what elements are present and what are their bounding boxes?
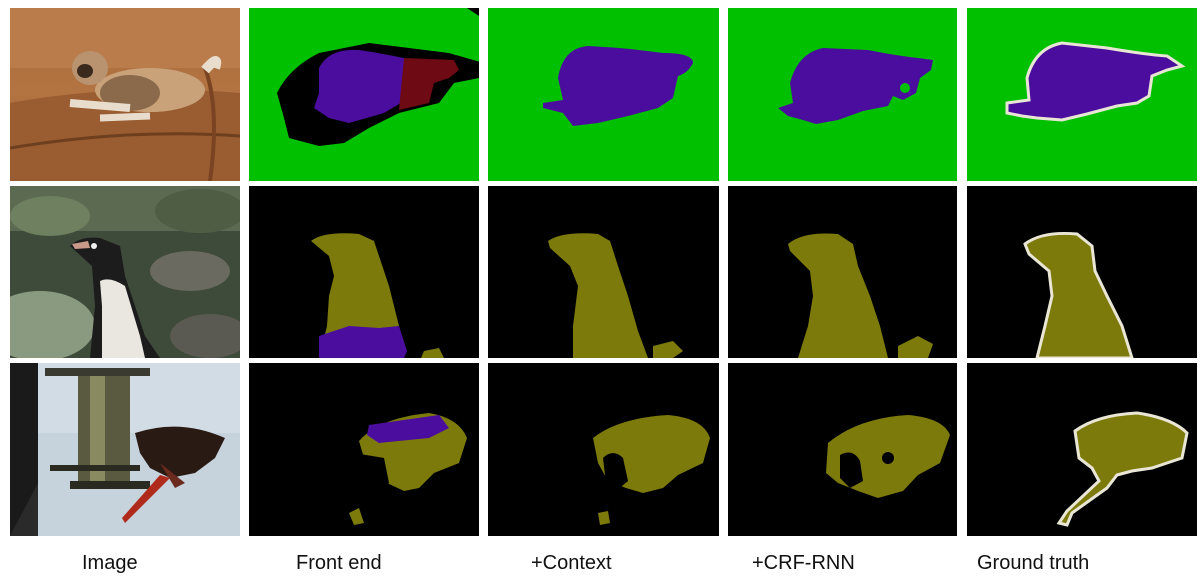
segmentation-front-end-dog: [249, 8, 479, 181]
segmentation-front-end-penguin: [249, 186, 479, 358]
caption-crf-rnn: +CRF-RNN: [752, 548, 855, 578]
caption-context: +Context: [531, 548, 612, 578]
segmentation-ground-truth-penguin: [967, 186, 1197, 358]
photo-dog-on-sofa: [10, 8, 240, 181]
caption-ground-truth: Ground truth: [977, 548, 1089, 578]
segmentation-crf-rnn-dog: [728, 8, 957, 181]
caption-front-end: Front end: [296, 548, 382, 578]
figure-grid: [0, 0, 1204, 540]
segmentation-front-end-bird: [249, 363, 479, 536]
photo-penguin: [10, 186, 240, 358]
photo-bird-at-feeder: [10, 363, 240, 536]
segmentation-context-penguin: [488, 186, 719, 358]
segmentation-crf-rnn-bird: [728, 363, 957, 536]
segmentation-context-dog: [488, 8, 719, 181]
segmentation-context-bird: [488, 363, 719, 536]
segmentation-crf-rnn-penguin: [728, 186, 957, 358]
segmentation-ground-truth-bird: [967, 363, 1197, 536]
segmentation-ground-truth-dog: [967, 8, 1197, 181]
caption-image: Image: [82, 548, 138, 578]
